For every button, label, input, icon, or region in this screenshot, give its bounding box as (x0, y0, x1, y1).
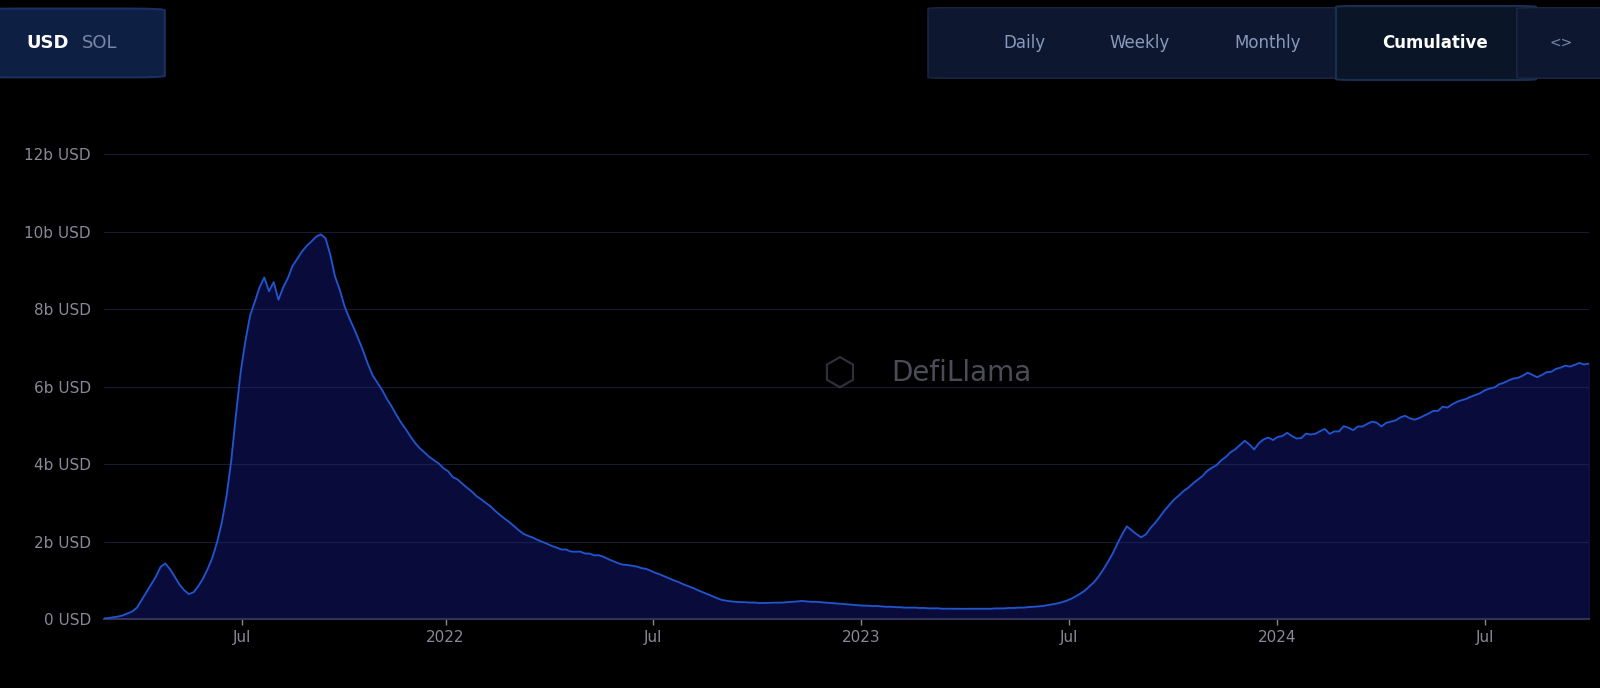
Text: SOL: SOL (82, 34, 117, 52)
Text: DefiLlama: DefiLlama (891, 359, 1030, 387)
Text: Cumulative: Cumulative (1382, 34, 1488, 52)
Text: <>: <> (1550, 36, 1573, 50)
Text: ⬡: ⬡ (822, 354, 856, 392)
FancyBboxPatch shape (1336, 6, 1536, 80)
FancyBboxPatch shape (0, 9, 165, 77)
Text: Monthly: Monthly (1234, 34, 1301, 52)
FancyBboxPatch shape (1517, 8, 1600, 78)
Text: Weekly: Weekly (1109, 34, 1170, 52)
Text: Daily: Daily (1003, 34, 1045, 52)
Text: USD: USD (27, 34, 69, 52)
FancyBboxPatch shape (928, 8, 1600, 78)
